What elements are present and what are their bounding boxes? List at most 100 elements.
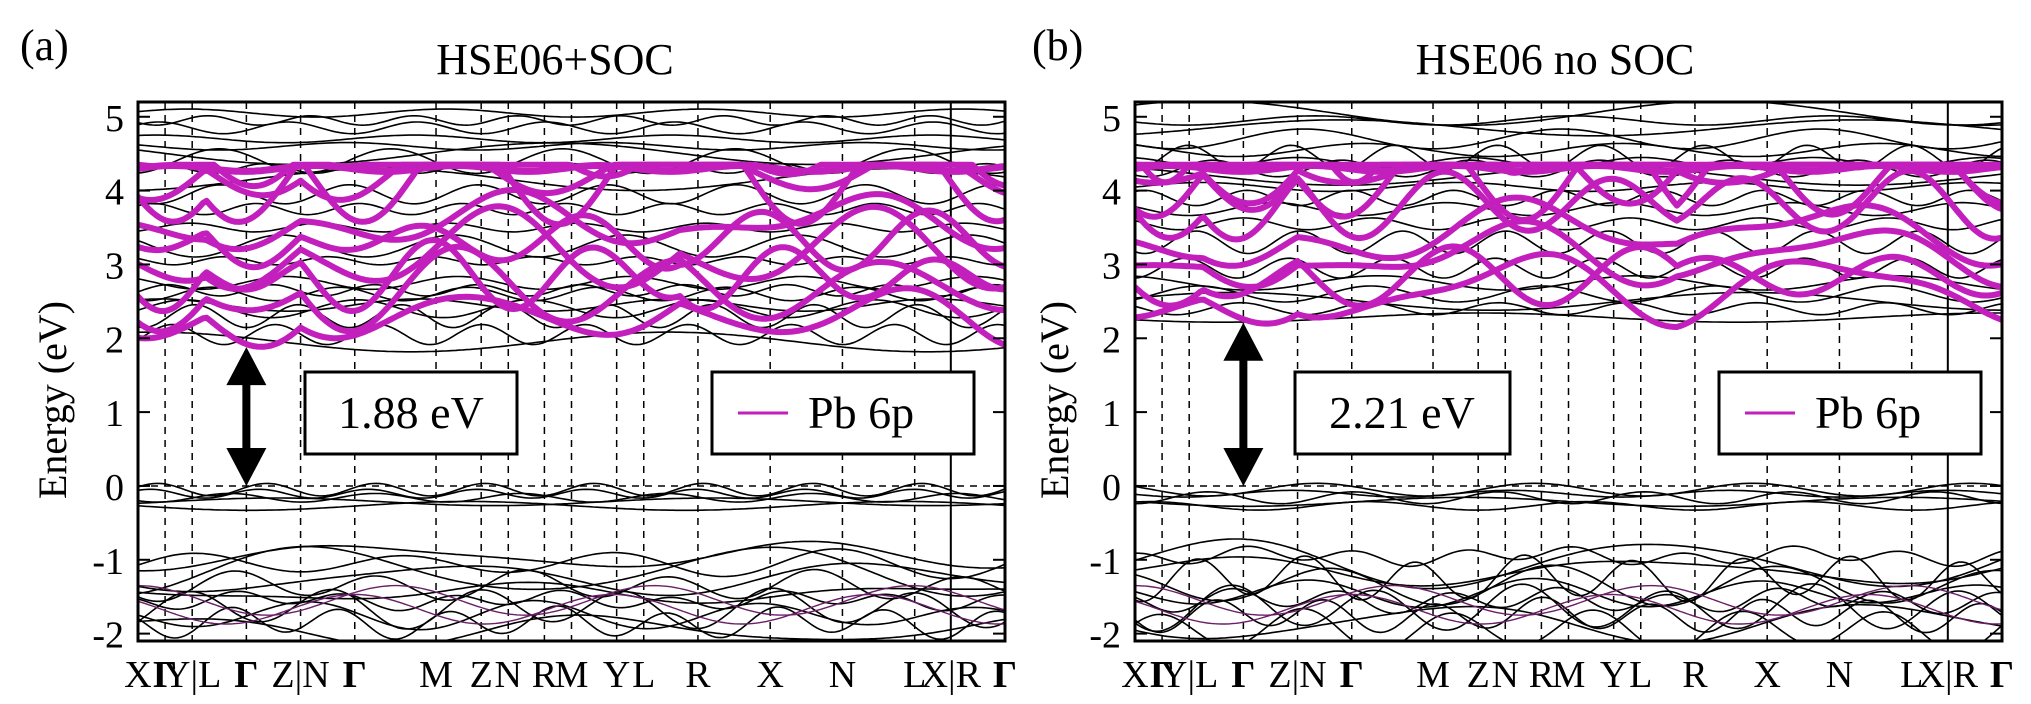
y-tick-label: -2 (1089, 615, 1121, 657)
valence-band (138, 581, 1005, 604)
gap-arrow-head-down (1223, 447, 1264, 486)
valence-band (1135, 538, 2002, 590)
y-ticks: 5 4 3 2 1 0 -1 -2 (1089, 98, 2002, 657)
legend-label: Pb 6p (1815, 387, 1921, 438)
x-tick-label: Y (603, 654, 630, 696)
x-tick-label: Γ (1340, 654, 1364, 696)
x-tick-label: Y|L (1160, 654, 1218, 696)
x-tick-label: X (1121, 654, 1148, 696)
pb-6p-band (1135, 162, 2002, 175)
valence-band (138, 548, 1005, 580)
panel-label: (b) (1032, 21, 1083, 70)
gap-arrow-head-up (226, 347, 267, 386)
valence-band (138, 482, 1005, 497)
x-tick-label: X (124, 654, 151, 696)
pb-6p-band (138, 162, 1005, 175)
bands (1135, 102, 2002, 641)
y-tick-label: 3 (105, 245, 124, 287)
panel-title: HSE06 no SOC (1416, 35, 1695, 84)
x-tick-label: Γ (1990, 654, 2014, 696)
valence-band (138, 584, 1005, 616)
valence-band (1135, 564, 2002, 607)
y-tick-label: -1 (1089, 541, 1121, 583)
x-tick-label: Z (1467, 654, 1490, 696)
pb-6p-band (138, 285, 1005, 350)
x-tick-label: L (1629, 654, 1652, 696)
valence-band (138, 488, 1005, 499)
y-tick-label: 0 (1102, 467, 1121, 509)
conduction-band (138, 108, 1005, 118)
x-tick-label: N (1492, 654, 1519, 696)
valence-band (1135, 556, 2002, 587)
x-tick-label: L (632, 654, 655, 696)
legend: Pb 6p (710, 370, 976, 456)
panel-label: (a) (20, 21, 69, 70)
pb-6p-band (1135, 243, 2002, 309)
conduction-band (138, 202, 1005, 216)
valence-band (1135, 603, 2002, 641)
x-ticks: X ΓY|L Γ Z|N Γ M Z N RM Y L R X N LX|R Γ (124, 654, 1017, 696)
x-tick-label: L (903, 654, 926, 696)
x-tick-label: R (1529, 654, 1555, 696)
pb-6p-band (1135, 167, 2002, 243)
x-ticks: X ΓY|L Γ Z|N Γ M Z N RM Y L R X N LX|R Γ (1121, 654, 2014, 696)
x-tick-label: R (685, 654, 711, 696)
valence-band (1135, 500, 2002, 511)
valence-band (138, 593, 1005, 625)
y-tick-label: -2 (92, 615, 124, 657)
legend: Pb 6p (1717, 370, 1983, 456)
valence-band (1135, 583, 2002, 633)
gap-arrow-head-up (1223, 322, 1264, 361)
valence-band (1135, 596, 2002, 634)
conduction-band (138, 141, 1005, 151)
valence-band (138, 497, 1005, 507)
conduction-band (1135, 102, 2002, 127)
gap-arrow-head-down (226, 447, 267, 486)
pb-6p-band (1135, 218, 2002, 290)
x-tick-label: M (419, 654, 453, 696)
y-tick-label: -1 (92, 541, 124, 583)
y-tick-label: 5 (105, 98, 124, 140)
conduction-band (1135, 285, 2002, 303)
x-tick-label: Z|N (271, 654, 329, 696)
x-tick-label: X|R (1918, 654, 1979, 696)
x-tick-label: N (829, 654, 856, 696)
x-tick-label: Z (470, 654, 493, 696)
x-tick-label: Γ (993, 654, 1017, 696)
y-tick-label: 4 (1102, 172, 1121, 214)
x-tick-label: Γ (1231, 654, 1255, 696)
y-tick-label: 1 (1102, 393, 1121, 435)
band-gap-value: 1.88 eV (338, 387, 484, 438)
conduction-band (1135, 128, 2002, 150)
conduction-band (1135, 291, 2002, 311)
conduction-band (138, 121, 1005, 135)
x-tick-label: M (1416, 654, 1450, 696)
conduction-band (1135, 230, 2002, 255)
pb-6p-band (1135, 161, 2002, 223)
conduction-band (1135, 119, 2002, 137)
valence-band (1135, 586, 2002, 615)
x-tick-label: Y (1600, 654, 1627, 696)
conduction-band (1135, 142, 2002, 158)
pb-6p-band (138, 161, 1005, 203)
band-gap-arrow (226, 347, 267, 486)
y-axis-label: Energy (eV) (1032, 301, 1077, 499)
y-tick-label: 4 (105, 172, 124, 214)
y-ticks: 5 4 3 2 1 0 -1 -2 (92, 98, 1005, 657)
x-tick-label: X|R (921, 654, 982, 696)
valence-band (1135, 545, 2002, 568)
x-tick-label: Y|L (163, 654, 221, 696)
y-tick-label: 1 (105, 393, 124, 435)
band-gap-value: 2.21 eV (1329, 387, 1475, 438)
pb-6p-band (138, 203, 1005, 292)
conduction-band (1135, 257, 2002, 279)
panel-title: HSE06+SOC (436, 35, 674, 84)
y-tick-label: 3 (1102, 245, 1121, 287)
conduction-band (138, 183, 1005, 205)
pb-6p-band (1135, 250, 2002, 330)
valence-band (1135, 584, 2002, 616)
x-tick-label: M (1552, 654, 1586, 696)
valence-band (1135, 607, 2002, 641)
